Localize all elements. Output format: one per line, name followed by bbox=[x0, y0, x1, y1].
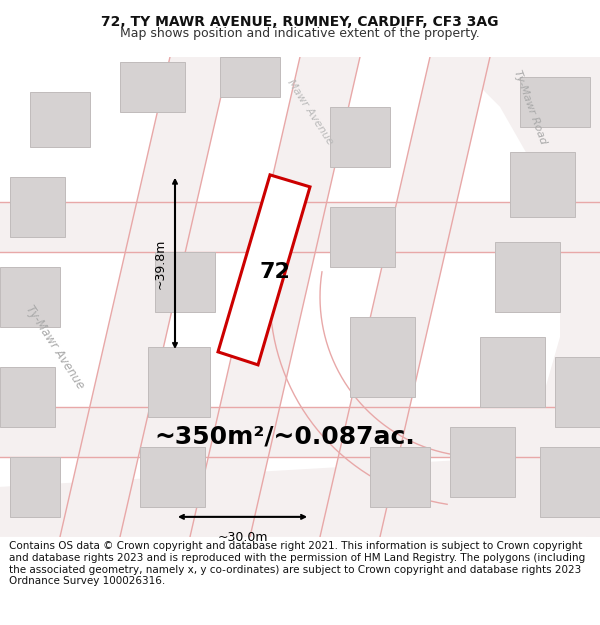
Text: ~30.0m: ~30.0m bbox=[217, 531, 268, 544]
Polygon shape bbox=[510, 152, 575, 217]
Polygon shape bbox=[60, 57, 230, 537]
Polygon shape bbox=[190, 57, 360, 537]
Polygon shape bbox=[140, 447, 205, 507]
Polygon shape bbox=[10, 457, 60, 517]
Polygon shape bbox=[30, 92, 90, 147]
Polygon shape bbox=[450, 427, 515, 497]
Polygon shape bbox=[0, 452, 600, 537]
Polygon shape bbox=[330, 107, 390, 167]
Text: Contains OS data © Crown copyright and database right 2021. This information is : Contains OS data © Crown copyright and d… bbox=[9, 541, 585, 586]
Text: Map shows position and indicative extent of the property.: Map shows position and indicative extent… bbox=[120, 27, 480, 39]
Polygon shape bbox=[0, 202, 600, 252]
Text: ~39.8m: ~39.8m bbox=[154, 238, 167, 289]
Polygon shape bbox=[480, 337, 545, 407]
Polygon shape bbox=[320, 57, 490, 537]
Text: 72, TY MAWR AVENUE, RUMNEY, CARDIFF, CF3 3AG: 72, TY MAWR AVENUE, RUMNEY, CARDIFF, CF3… bbox=[101, 16, 499, 29]
Polygon shape bbox=[0, 267, 60, 327]
Polygon shape bbox=[520, 77, 590, 127]
Text: Ty-Mawr Road: Ty-Mawr Road bbox=[512, 68, 548, 146]
Polygon shape bbox=[330, 207, 395, 267]
Polygon shape bbox=[440, 57, 600, 537]
Text: Ty-Mawr Avenue: Ty-Mawr Avenue bbox=[23, 302, 87, 391]
Polygon shape bbox=[540, 447, 600, 517]
Polygon shape bbox=[370, 447, 430, 507]
Polygon shape bbox=[155, 252, 215, 312]
Polygon shape bbox=[555, 357, 600, 427]
Polygon shape bbox=[148, 347, 210, 417]
Polygon shape bbox=[0, 407, 600, 457]
Polygon shape bbox=[0, 367, 55, 427]
Polygon shape bbox=[220, 57, 280, 97]
Polygon shape bbox=[495, 242, 560, 312]
Text: 72: 72 bbox=[260, 262, 290, 282]
Polygon shape bbox=[10, 177, 65, 237]
Polygon shape bbox=[218, 175, 310, 365]
Text: ~350m²/~0.087ac.: ~350m²/~0.087ac. bbox=[155, 425, 415, 449]
Polygon shape bbox=[120, 62, 185, 112]
Text: Mawr Avenue: Mawr Avenue bbox=[285, 78, 335, 146]
Polygon shape bbox=[350, 317, 415, 397]
